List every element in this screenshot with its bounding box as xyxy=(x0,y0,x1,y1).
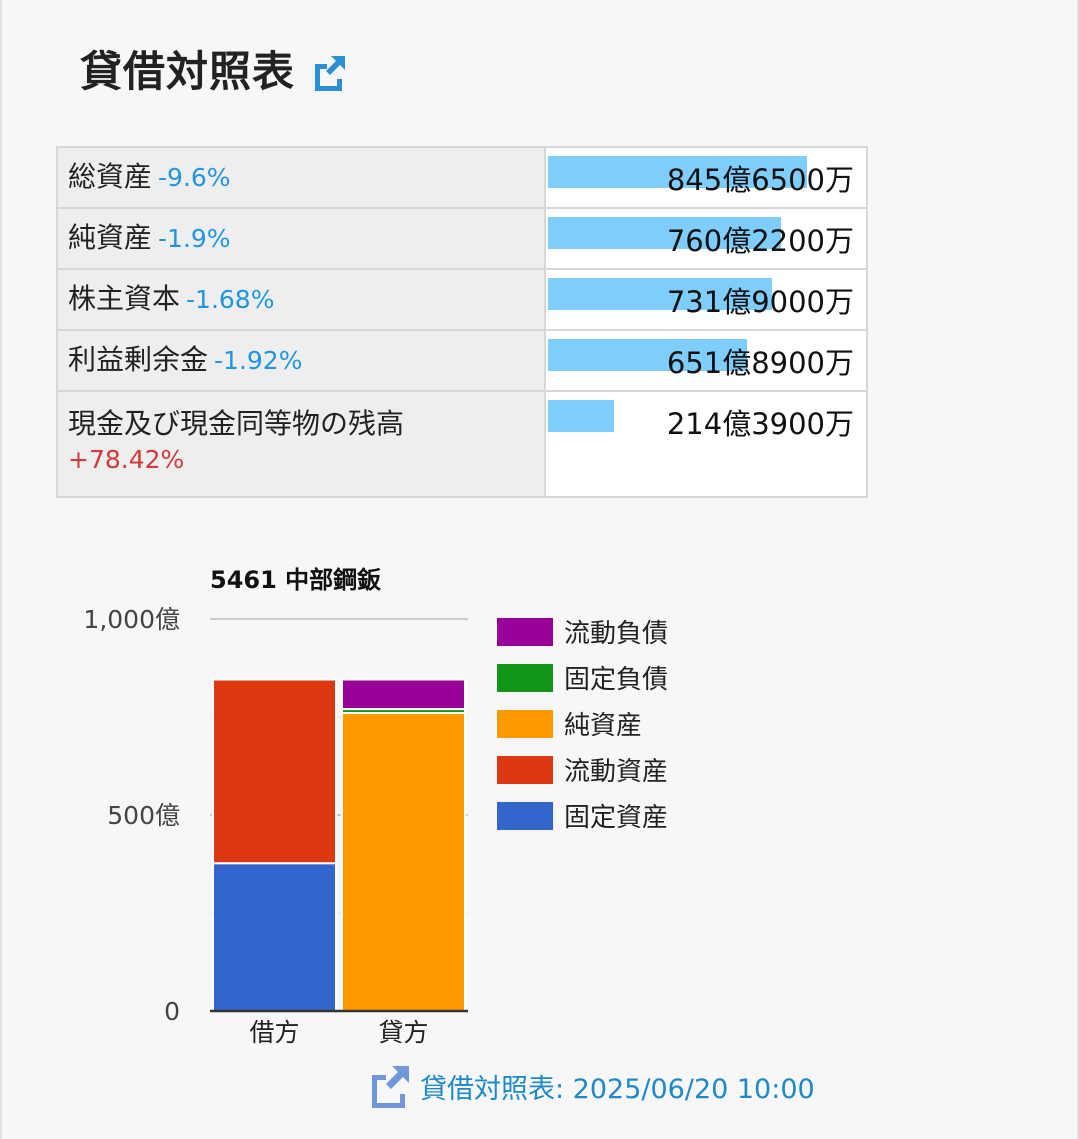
legend-swatch xyxy=(497,664,553,692)
page-title-text: 貸借対照表 xyxy=(80,47,296,96)
summary-bar xyxy=(548,339,747,371)
external-link-icon[interactable] xyxy=(309,52,349,92)
summary-value-cell: 760億2200万 xyxy=(544,207,868,270)
y-tick-label: 0 xyxy=(164,997,180,1026)
y-tick-label: 500億 xyxy=(107,801,180,830)
legend-swatch xyxy=(497,710,553,738)
summary-label-cell: 現金及び現金同等物の残高 +78.42% xyxy=(56,390,546,498)
summary-label-name: 現金及び現金同等物の残高 xyxy=(68,407,405,440)
summary-label: 総資産 -9.6% xyxy=(68,148,534,207)
summary-change-rate: -1.9% xyxy=(158,224,231,253)
summary-change-rate: -1.68% xyxy=(186,285,275,314)
footer-link-text[interactable]: 貸借対照表: 2025/06/20 10:00 xyxy=(420,1073,815,1105)
summary-label-cell: 利益剰余金 -1.92% xyxy=(56,329,546,392)
legend-label: 流動資産 xyxy=(564,757,668,787)
summary-label-name: 純資産 xyxy=(68,221,153,254)
summary-label-name: 総資産 xyxy=(68,160,153,193)
bar-segment xyxy=(212,678,337,865)
legend-label: 固定負債 xyxy=(564,665,668,695)
summary-row: 現金及び現金同等物の残高 +78.42% 214億3900万 xyxy=(56,390,868,498)
summary-value: 760億2200万 xyxy=(666,224,854,258)
summary-change-rate: -1.92% xyxy=(214,346,303,375)
summary-label-cell: 純資産 -1.9% xyxy=(56,207,546,270)
legend-swatch xyxy=(497,618,553,646)
y-tick-label: 1,000億 xyxy=(83,605,180,634)
summary-label-name: 株主資本 xyxy=(68,282,181,315)
summary-row: 利益剰余金 -1.92% 651億8900万 xyxy=(56,329,868,392)
summary-value: 731億9000万 xyxy=(666,285,854,319)
summary-label: 利益剰余金 -1.92% xyxy=(68,331,534,390)
footer-link[interactable]: 貸借対照表: 2025/06/20 10:00 xyxy=(368,1063,815,1109)
summary-bar xyxy=(548,217,781,249)
summary-row: 純資産 -1.9% 760億2200万 xyxy=(56,207,868,270)
summary-value-cell: 731億9000万 xyxy=(544,268,868,331)
balance-summary-table: 総資産 -9.6% 845億6500万 純資産 -1.9% 760億2200万 株主資本 -1… xyxy=(56,146,868,498)
summary-label: 現金及び現金同等物の残高 +78.42% xyxy=(68,392,534,484)
summary-change-rate: +78.42% xyxy=(68,445,185,474)
x-tick-label: 貸方 xyxy=(378,1018,428,1047)
legend-swatch xyxy=(497,756,553,784)
legend-swatch xyxy=(497,802,553,830)
summary-value: 214億3900万 xyxy=(666,407,854,441)
legend-label: 純資産 xyxy=(564,711,642,741)
summary-label-cell: 総資産 -9.6% xyxy=(56,146,546,209)
summary-row: 株主資本 -1.68% 731億9000万 xyxy=(56,268,868,331)
summary-value: 845億6500万 xyxy=(666,163,854,197)
summary-row: 総資産 -9.6% 845億6500万 xyxy=(56,146,868,209)
summary-bar xyxy=(548,156,807,188)
summary-value-cell: 651億8900万 xyxy=(544,329,868,392)
summary-bar xyxy=(548,278,772,310)
legend-label: 流動負債 xyxy=(564,619,668,649)
summary-value: 651億8900万 xyxy=(666,346,854,380)
summary-label: 純資産 -1.9% xyxy=(68,209,534,268)
frame-right-border xyxy=(1077,0,1079,1139)
summary-value-cell: 845億6500万 xyxy=(544,146,868,209)
bar-segment xyxy=(341,711,466,1012)
frame-left-border xyxy=(0,0,2,1139)
summary-label-cell: 株主資本 -1.68% xyxy=(56,268,546,331)
page-title: 貸借対照表 xyxy=(80,38,349,99)
legend-label: 固定資産 xyxy=(564,803,668,833)
x-tick-label: 借方 xyxy=(249,1018,299,1047)
external-link-icon xyxy=(368,1063,414,1109)
summary-label: 株主資本 -1.68% xyxy=(68,270,534,329)
summary-value-cell: 214億3900万 xyxy=(544,390,868,498)
summary-change-rate: -9.6% xyxy=(158,163,231,192)
bar-segment xyxy=(212,862,337,1012)
summary-label-name: 利益剰余金 xyxy=(68,343,209,376)
bar-segment xyxy=(341,678,466,711)
chart-title: 5461 中部鋼鈑 xyxy=(210,566,381,594)
summary-bar xyxy=(548,400,614,432)
